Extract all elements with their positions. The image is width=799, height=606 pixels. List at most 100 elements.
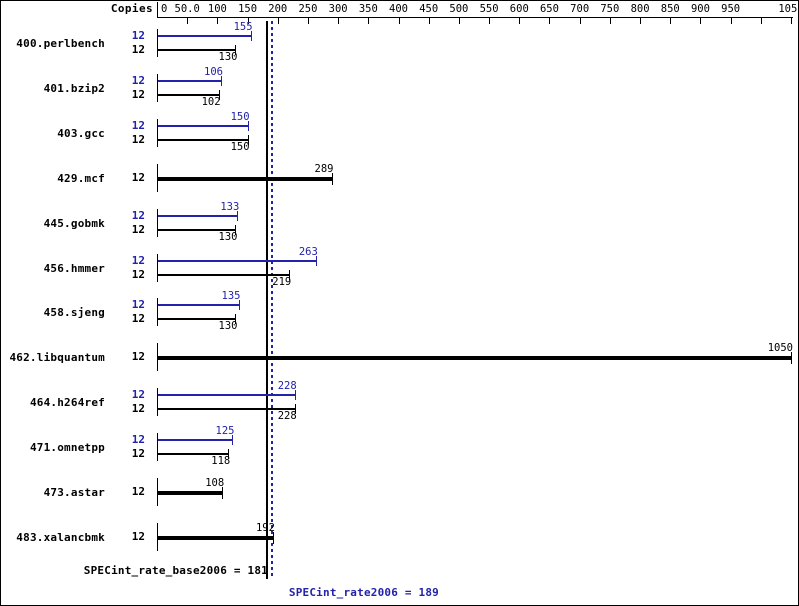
row-origin-tick	[157, 118, 158, 147]
bar-peak	[158, 394, 295, 397]
x-tick-mark	[277, 18, 279, 24]
peak-summary-label: SPECint_rate2006 = 189	[288, 586, 439, 599]
x-axis-rule	[157, 17, 793, 18]
x-tick-label: 400	[389, 3, 408, 15]
x-tick-mark	[549, 18, 551, 24]
x-tick-mark	[428, 18, 430, 24]
x-tick-mark	[489, 18, 491, 24]
copies-value-base: 12	[131, 132, 145, 146]
x-tick-label: 800	[630, 3, 650, 15]
x-tick-label: 350	[358, 3, 378, 15]
x-tick-mark	[609, 18, 611, 24]
x-tick-label: 1050	[778, 3, 798, 15]
bar-base	[158, 93, 219, 96]
row-origin-tick	[157, 163, 158, 192]
copies-value-peak: 12	[131, 29, 145, 42]
bar-value-label-base: 108	[205, 477, 225, 489]
bar-peak	[158, 304, 239, 307]
bar-end-cap-base	[331, 172, 333, 185]
bar-end-cap-base	[222, 487, 224, 499]
bar-value-label-peak: 135	[221, 290, 241, 303]
bar-value-label-base: 228	[277, 410, 297, 423]
bar-value-label-base: 150	[230, 140, 250, 153]
copies-value-base: 12	[131, 222, 145, 236]
copies-value-base: 12	[131, 350, 145, 364]
bar-end-cap-base	[235, 314, 237, 325]
benchmark-label: 456.hmmer	[43, 261, 105, 275]
bar-value-label-peak: 106	[204, 65, 223, 78]
benchmark-label: 471.omnetpp	[29, 441, 105, 455]
bar-value-label-peak: 228	[277, 380, 297, 393]
x-tick-label: 750	[600, 3, 620, 15]
bar-end-cap-base	[294, 404, 296, 415]
copies-value-peak: 12	[131, 433, 145, 447]
copies-value-peak: 12	[131, 73, 145, 87]
row-origin-tick	[157, 522, 158, 551]
bar-base	[158, 273, 290, 276]
bar-peak	[158, 259, 316, 262]
x-tick-label: 50.0	[174, 3, 200, 15]
copies-value-peak: 12	[131, 253, 145, 267]
benchmark-label: 403.gcc	[57, 126, 105, 140]
benchmark-label: 464.h264ref	[29, 396, 105, 410]
x-tick-label: 450	[419, 3, 439, 15]
x-tick-mark	[700, 18, 702, 24]
row-origin-tick	[157, 388, 158, 417]
x-tick-label: 0	[161, 3, 168, 15]
x-tick-mark	[640, 18, 642, 24]
copies-value-base: 12	[131, 312, 145, 326]
x-axis-origin-line	[157, 2, 158, 18]
x-tick-mark	[519, 18, 521, 24]
x-tick-label: 100	[207, 3, 227, 15]
row-origin-tick	[157, 73, 158, 102]
bar-end-cap-base	[228, 449, 230, 460]
copies-value-base: 12	[131, 447, 145, 461]
x-tick-label: 300	[328, 3, 348, 15]
bar-value-label-peak: 125	[215, 425, 235, 438]
x-tick-mark	[458, 18, 460, 24]
bar-end-cap-base	[289, 269, 291, 280]
copies-value-base: 12	[131, 529, 145, 543]
bar-end-cap-peak	[237, 210, 239, 221]
x-tick-label: 650	[539, 3, 559, 15]
copies-value-base: 12	[131, 402, 145, 416]
x-tick-mark	[307, 18, 309, 24]
copies-value-peak: 12	[131, 208, 145, 222]
bar-base	[158, 176, 332, 181]
copies-value-base: 12	[131, 87, 145, 101]
x-tick-mark	[670, 18, 672, 24]
benchmark-label: 445.gobmk	[43, 216, 105, 230]
bar-end-cap-base	[272, 531, 274, 544]
bar-value-label-base: 289	[314, 162, 334, 175]
benchmark-label: 473.astar	[43, 486, 105, 499]
x-tick-label: 700	[570, 3, 590, 15]
bar-value-label-base: 219	[272, 275, 292, 288]
bar-peak	[158, 79, 221, 82]
reference-line-specint_rate2006	[271, 21, 273, 579]
bar-base	[158, 453, 229, 456]
base-summary-label: SPECint_rate_base2006 = 181	[83, 564, 268, 577]
copies-value-base: 12	[131, 485, 145, 498]
bar-peak	[158, 214, 238, 217]
x-tick-mark	[791, 18, 792, 24]
bar-value-label-base: 192	[255, 521, 275, 534]
benchmark-label: 483.xalancbmk	[16, 530, 105, 544]
bar-base	[158, 228, 236, 231]
benchmark-label: 429.mcf	[57, 171, 105, 185]
row-origin-tick	[157, 478, 158, 506]
bar-end-cap-base	[235, 224, 237, 235]
x-tick-label: 600	[509, 3, 529, 15]
copies-value-peak: 12	[131, 388, 145, 402]
row-origin-tick	[157, 29, 158, 57]
x-tick-mark	[338, 18, 340, 24]
bar-value-label-base: 130	[218, 320, 238, 333]
bar-end-cap-base	[791, 352, 792, 365]
row-origin-tick	[157, 343, 158, 372]
copies-value-base: 12	[131, 43, 145, 56]
bar-end-cap-peak	[238, 300, 240, 311]
x-tick-label: 250	[298, 3, 318, 15]
x-tick-mark	[187, 18, 189, 24]
x-tick-mark	[368, 18, 370, 24]
x-tick-label: 500	[449, 3, 469, 15]
